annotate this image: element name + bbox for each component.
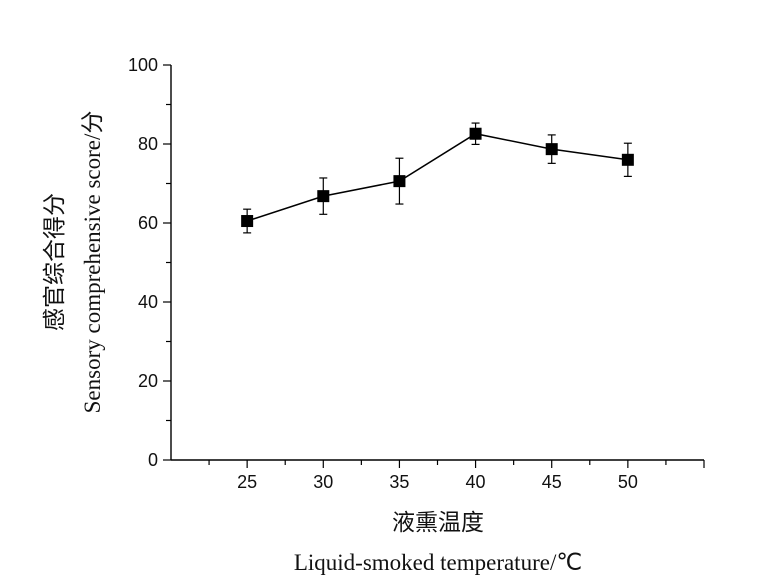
data-point-marker (393, 175, 406, 188)
y-tick-label: 60 (138, 213, 158, 233)
data-point-marker (469, 127, 482, 140)
y-tick-label: 40 (138, 292, 158, 312)
y-tick-label: 80 (138, 134, 158, 154)
x-axis-title-cn: 液熏温度 (392, 510, 484, 535)
x-tick-label: 30 (313, 472, 333, 492)
series-line (246, 132, 628, 222)
x-tick-label: 45 (542, 472, 562, 492)
data-point-marker (545, 143, 558, 156)
x-axis-title-en: Liquid-smoked temperature/℃ (294, 550, 582, 575)
series-group (241, 122, 634, 234)
y-tick-label: 0 (148, 450, 158, 470)
y-tick-label: 20 (138, 371, 158, 391)
x-tick-label: 35 (389, 472, 409, 492)
x-tick-label: 50 (618, 472, 638, 492)
y-ticks: 0 20 40 60 80 100 (128, 55, 171, 470)
x-tick-label: 25 (237, 472, 257, 492)
y-axis-title-en: Sensory comprehensive score/分 (80, 111, 105, 414)
data-point-marker (621, 153, 634, 166)
x-ticks: 25 30 35 40 45 50 (208, 460, 705, 492)
y-axis-title-cn: 感官综合得分 (42, 193, 67, 331)
x-tick-label: 40 (466, 472, 486, 492)
data-point-marker (317, 190, 330, 203)
axes (170, 65, 704, 461)
data-point-marker (241, 215, 254, 228)
y-tick-label: 100 (128, 55, 158, 75)
